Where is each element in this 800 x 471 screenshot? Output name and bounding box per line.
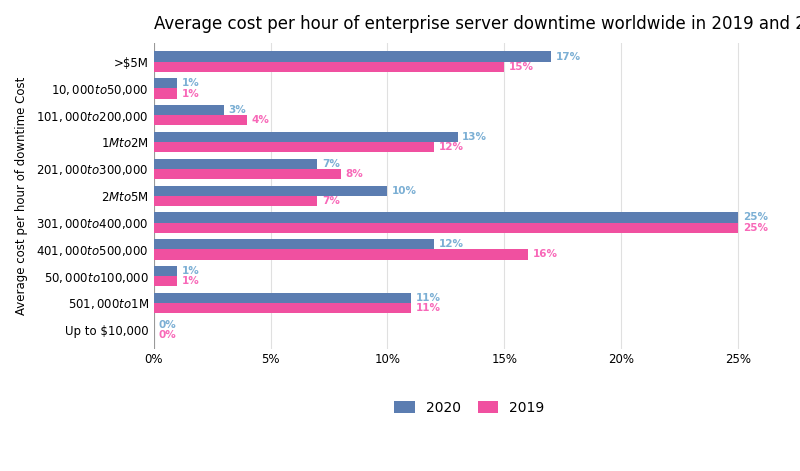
Y-axis label: Average cost per hour of downtime Cost: Average cost per hour of downtime Cost <box>15 76 28 315</box>
Text: 7%: 7% <box>322 159 340 169</box>
Bar <box>154 303 411 313</box>
Text: 15%: 15% <box>509 62 534 72</box>
Bar <box>154 115 247 125</box>
Bar <box>154 239 434 249</box>
Bar <box>154 78 177 89</box>
Legend: 2020, 2019: 2020, 2019 <box>388 395 550 420</box>
Text: 25%: 25% <box>743 223 768 233</box>
Text: 25%: 25% <box>743 212 768 222</box>
Bar <box>154 89 177 98</box>
Text: 1%: 1% <box>182 78 199 89</box>
Bar <box>154 276 177 286</box>
Bar <box>154 142 434 152</box>
Text: 12%: 12% <box>439 142 464 152</box>
Text: 16%: 16% <box>533 250 558 260</box>
Text: 0%: 0% <box>158 320 176 330</box>
Text: 7%: 7% <box>322 196 340 206</box>
Text: 17%: 17% <box>556 51 581 62</box>
Bar <box>154 105 224 115</box>
Bar <box>154 186 387 196</box>
Bar <box>154 266 177 276</box>
Bar <box>154 222 738 233</box>
Bar <box>154 159 318 169</box>
Bar <box>154 132 458 142</box>
Text: 13%: 13% <box>462 132 487 142</box>
Text: 1%: 1% <box>182 89 199 98</box>
Text: 4%: 4% <box>252 115 270 125</box>
Bar <box>154 196 318 206</box>
Text: Average cost per hour of enterprise server downtime worldwide in 2019 and 2020: Average cost per hour of enterprise serv… <box>154 15 800 33</box>
Bar <box>154 293 411 303</box>
Bar <box>154 51 551 62</box>
Bar <box>154 249 528 260</box>
Text: 1%: 1% <box>182 276 199 286</box>
Text: 0%: 0% <box>158 330 176 340</box>
Bar <box>154 62 504 72</box>
Text: 8%: 8% <box>346 169 363 179</box>
Text: 11%: 11% <box>415 303 441 313</box>
Text: 12%: 12% <box>439 239 464 249</box>
Text: 3%: 3% <box>229 105 246 115</box>
Bar <box>154 169 341 179</box>
Bar <box>154 212 738 222</box>
Text: 11%: 11% <box>415 293 441 303</box>
Text: 10%: 10% <box>392 186 417 195</box>
Text: 1%: 1% <box>182 266 199 276</box>
